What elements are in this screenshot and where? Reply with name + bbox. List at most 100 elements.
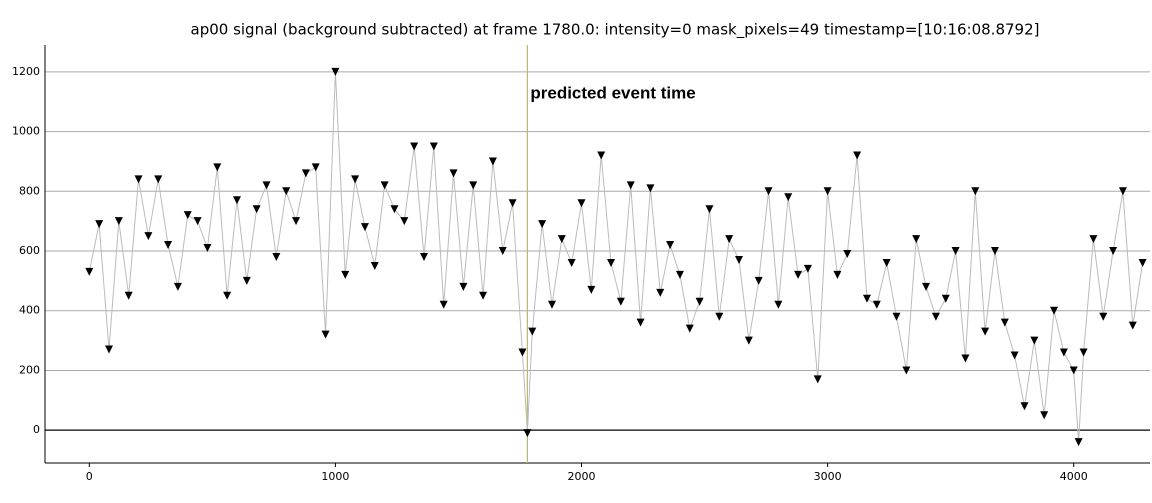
marker xyxy=(981,327,990,336)
marker xyxy=(833,270,842,279)
y-tick-label: 600 xyxy=(19,244,40,257)
marker xyxy=(784,193,793,202)
marker xyxy=(774,300,783,309)
y-tick-label: 1000 xyxy=(12,125,40,138)
marker xyxy=(390,205,399,214)
marker xyxy=(843,250,852,258)
y-tick-label: 800 xyxy=(19,184,40,197)
marker xyxy=(961,354,970,363)
marker xyxy=(715,312,724,321)
marker xyxy=(794,270,803,279)
marker xyxy=(104,345,113,354)
marker xyxy=(1000,318,1009,327)
marker xyxy=(597,151,606,160)
marker xyxy=(912,235,921,244)
marker xyxy=(400,217,409,226)
marker xyxy=(931,312,940,321)
marker xyxy=(607,258,616,267)
x-tick-label: 0 xyxy=(86,470,93,483)
marker xyxy=(547,300,556,309)
marker xyxy=(538,220,547,229)
marker xyxy=(577,199,586,208)
marker xyxy=(282,187,291,196)
marker xyxy=(341,270,350,279)
marker xyxy=(459,282,468,291)
marker xyxy=(754,276,763,285)
marker xyxy=(656,288,665,297)
marker xyxy=(813,375,822,384)
marker xyxy=(1118,187,1127,196)
marker xyxy=(1128,321,1137,330)
marker xyxy=(1050,306,1059,315)
marker xyxy=(114,217,123,226)
marker xyxy=(292,217,301,226)
marker xyxy=(439,300,448,309)
marker xyxy=(449,169,458,178)
marker xyxy=(705,205,714,214)
marker xyxy=(262,181,271,190)
marker xyxy=(1138,258,1147,267)
marker xyxy=(567,258,576,267)
marker xyxy=(882,258,891,267)
marker xyxy=(232,196,241,205)
marker xyxy=(557,235,566,244)
marker xyxy=(764,187,773,196)
marker xyxy=(587,285,596,294)
marker xyxy=(242,276,251,285)
marker xyxy=(951,247,960,256)
marker xyxy=(675,270,684,279)
marker xyxy=(695,297,704,306)
marker xyxy=(164,241,173,250)
marker xyxy=(410,142,419,151)
marker xyxy=(351,175,360,184)
marker xyxy=(922,282,931,291)
marker xyxy=(892,312,901,321)
marker xyxy=(252,205,261,214)
marker xyxy=(518,348,527,357)
marker xyxy=(331,67,340,76)
marker xyxy=(134,175,143,184)
y-tick-label: 0 xyxy=(33,423,40,436)
marker xyxy=(1040,411,1049,420)
marker xyxy=(183,211,192,220)
y-tick-label: 400 xyxy=(19,304,40,317)
marker xyxy=(360,223,369,232)
x-tick-label: 3000 xyxy=(814,470,842,483)
marker xyxy=(523,429,532,438)
marker xyxy=(321,330,330,339)
marker xyxy=(1030,336,1039,345)
marker xyxy=(95,220,104,229)
y-tick-label: 1200 xyxy=(12,65,40,78)
marker xyxy=(990,247,999,256)
marker xyxy=(419,252,428,261)
marker xyxy=(1010,351,1019,360)
marker xyxy=(823,187,832,196)
marker xyxy=(311,163,320,172)
x-tick-label: 4000 xyxy=(1060,470,1088,483)
marker xyxy=(370,261,379,270)
marker xyxy=(872,300,881,309)
marker xyxy=(1074,438,1083,447)
marker xyxy=(646,184,655,193)
marker xyxy=(1059,348,1068,357)
annotation: predicted event time xyxy=(530,83,695,102)
marker xyxy=(1020,402,1029,411)
marker xyxy=(803,264,812,273)
marker xyxy=(144,232,153,241)
marker xyxy=(154,175,163,184)
marker xyxy=(213,163,222,172)
marker xyxy=(193,217,202,226)
chart-title: ap00 signal (background subtracted) at f… xyxy=(191,21,1040,40)
marker xyxy=(1089,235,1098,244)
marker xyxy=(636,318,645,327)
marker xyxy=(124,291,133,300)
marker xyxy=(1069,366,1078,375)
marker xyxy=(301,169,310,178)
marker xyxy=(744,336,753,345)
marker xyxy=(203,244,212,253)
x-tick-label: 2000 xyxy=(568,470,596,483)
marker xyxy=(479,291,488,300)
marker xyxy=(626,181,635,190)
